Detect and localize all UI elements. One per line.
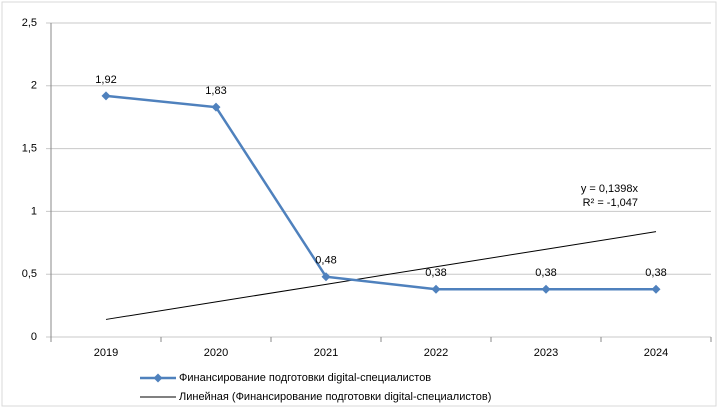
- data-label: 0,48: [315, 255, 336, 267]
- y-tick-label: 1,5: [22, 143, 37, 155]
- marker: [431, 284, 441, 294]
- x-tick-label: 2021: [314, 347, 338, 359]
- data-label: 1,83: [205, 85, 226, 97]
- series-line: [105, 94, 656, 291]
- annotation: R² = -1,047: [583, 197, 638, 209]
- x-tick-label: 2022: [424, 347, 448, 359]
- marker: [651, 284, 661, 294]
- legend-label: Линейная (Финансирование подготовки digi…: [179, 391, 491, 403]
- x-tick-label: 2024: [644, 347, 668, 359]
- x-tick-label: 2023: [534, 347, 558, 359]
- x-tick-label: 2020: [204, 347, 228, 359]
- data-label: 0,38: [645, 267, 666, 279]
- annotation: y = 0,1398x: [581, 183, 639, 195]
- data-label: 1,92: [95, 74, 116, 86]
- legend-marker: [153, 373, 163, 383]
- marker: [101, 91, 111, 101]
- data-label: 0,38: [535, 267, 556, 279]
- marker: [211, 102, 221, 112]
- marker: [541, 284, 551, 294]
- marker: [321, 272, 331, 282]
- x-tick-label: 2019: [94, 347, 118, 359]
- y-tick-label: 0,5: [22, 268, 37, 280]
- y-tick-label: 2: [31, 80, 37, 92]
- y-tick-label: 0: [31, 331, 37, 343]
- y-tick-label: 1: [31, 205, 37, 217]
- y-tick-label: 2,5: [22, 17, 37, 29]
- legend-label: Финансирование подготовки digital-специа…: [179, 372, 431, 384]
- series-line: [105, 231, 657, 320]
- data-label: 0,38: [425, 267, 446, 279]
